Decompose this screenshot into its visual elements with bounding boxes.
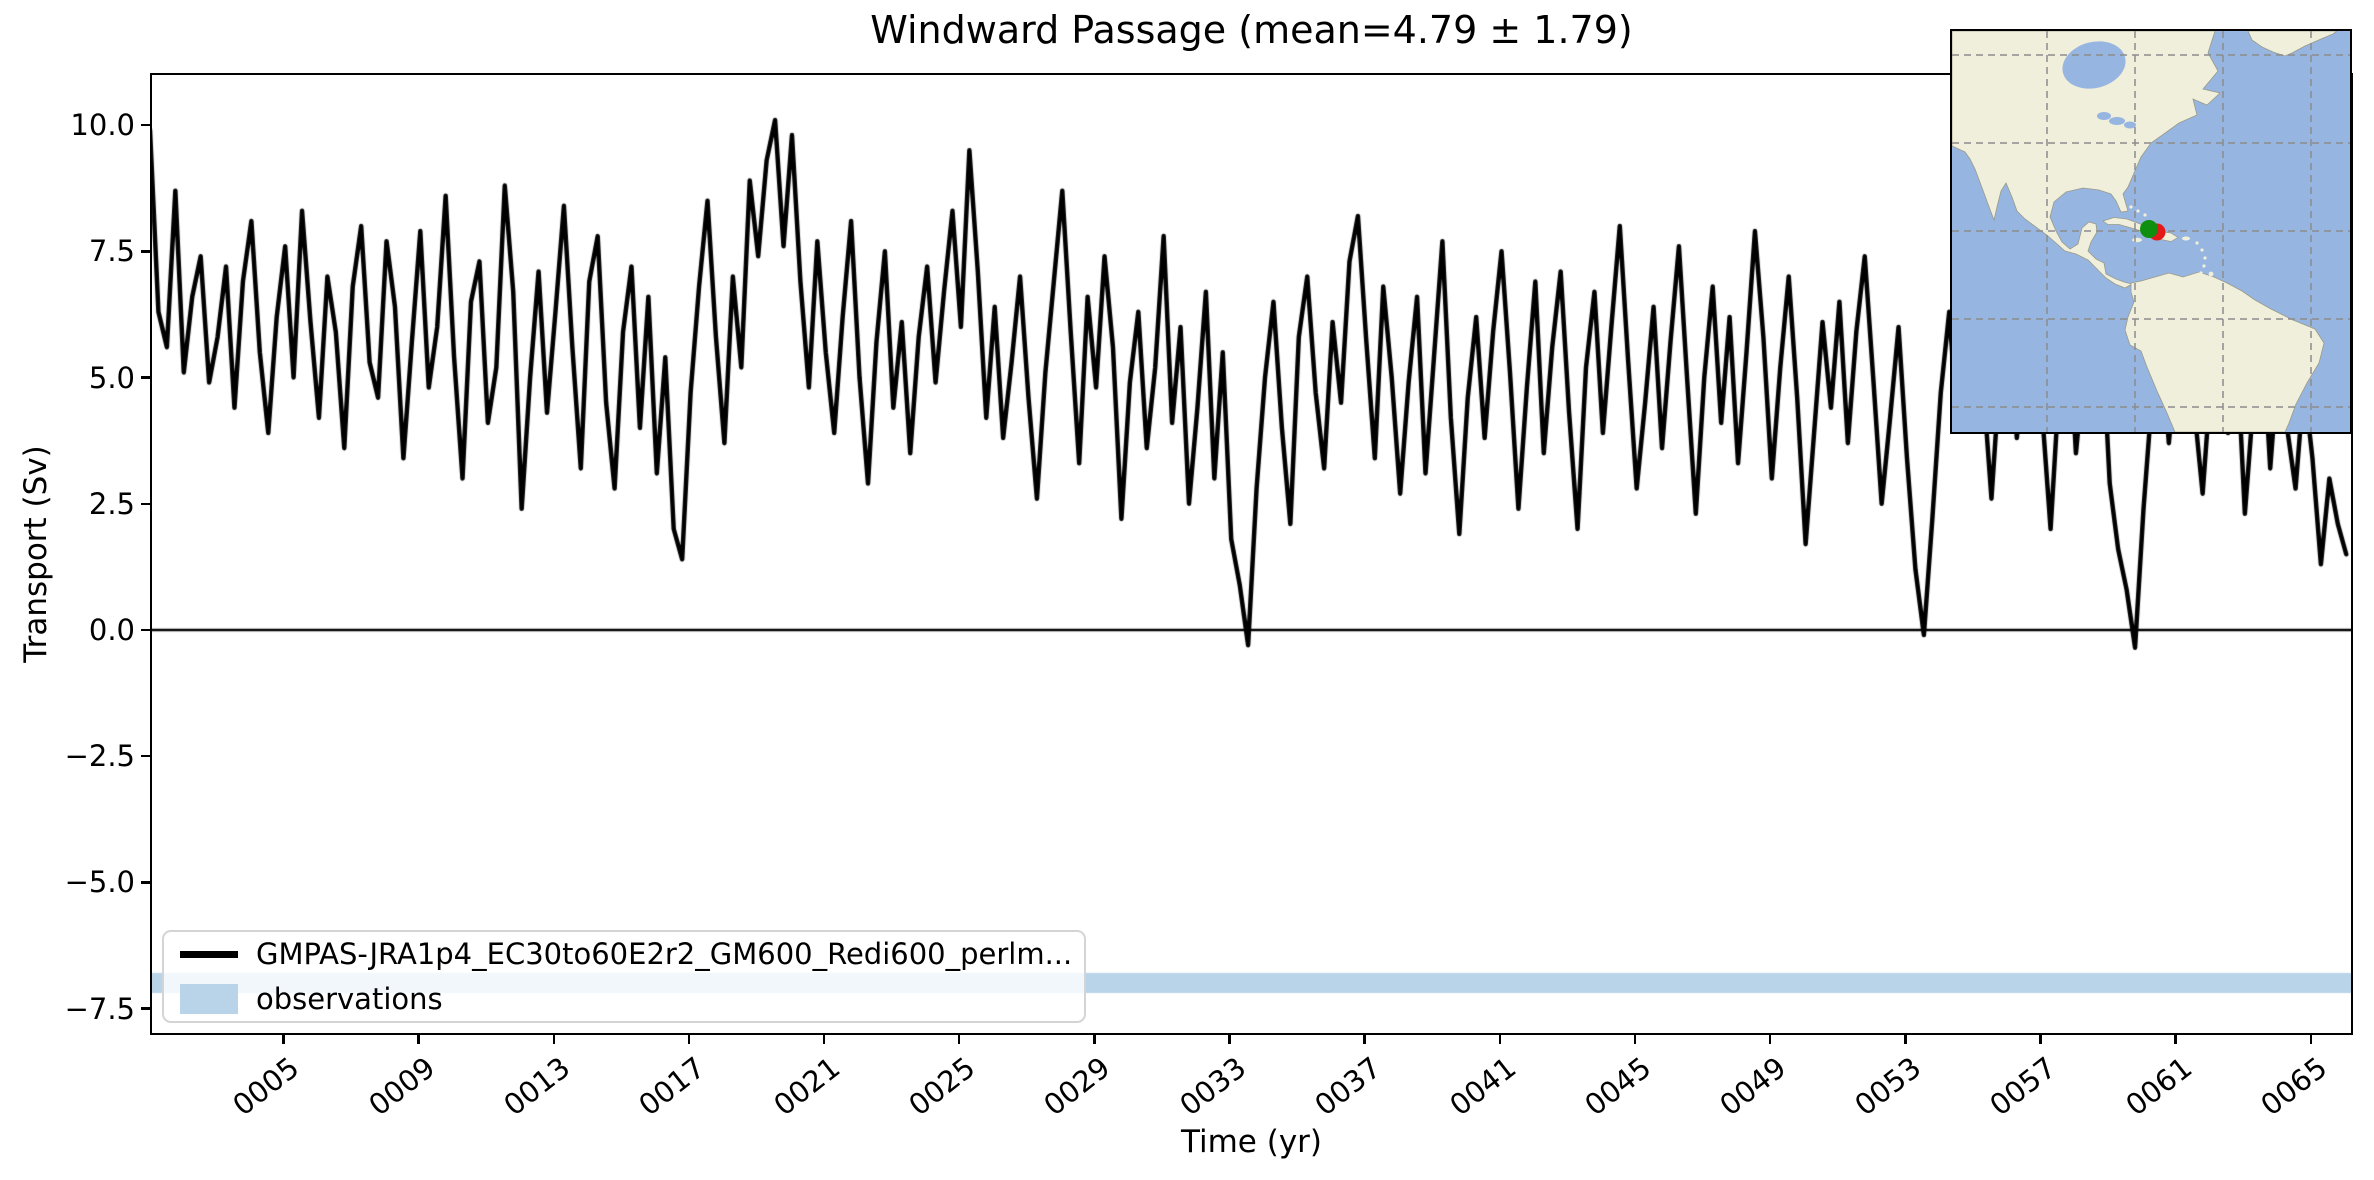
x-tick-label: 0009: [361, 1050, 441, 1123]
x-tick-label: 0049: [1713, 1050, 1793, 1123]
great-lakes-center: [2109, 117, 2125, 125]
x-tick-mark: [1633, 1035, 1637, 1044]
x-tick-mark: [687, 1035, 691, 1044]
inset-map-svg: [1951, 30, 2350, 433]
y-tick-label: −5.0: [64, 865, 135, 900]
x-tick-label: 0017: [632, 1050, 712, 1123]
x-tick-label: 0033: [1172, 1050, 1252, 1123]
legend-line-swatch: [180, 950, 238, 958]
lesser-antilles-islands: [2195, 241, 2214, 277]
x-tick-mark: [1768, 1035, 1772, 1044]
south-america-landmass: [2124, 271, 2325, 433]
x-tick-label: 0057: [1983, 1050, 2063, 1123]
y-tick-label: −2.5: [64, 739, 135, 774]
x-tick-mark: [822, 1035, 826, 1044]
x-tick-mark: [1093, 1035, 1096, 1044]
legend-entry-observations: observations: [164, 977, 1084, 1021]
y-tick-mark: [141, 123, 150, 127]
inset-map: [1950, 29, 2352, 434]
great-lakes-west: [2097, 112, 2111, 120]
x-tick-mark: [957, 1035, 961, 1044]
x-tick-label: 0025: [902, 1050, 982, 1123]
x-tick-mark: [1498, 1035, 1502, 1044]
x-tick-label: 0029: [1037, 1050, 1117, 1123]
y-tick-label: −7.5: [64, 991, 135, 1026]
y-tick-mark: [141, 881, 150, 884]
legend-entry-model: GMPAS-JRA1p4_EC30to60E2r2_GM600_Redi600_…: [164, 932, 1084, 976]
x-tick-mark: [1228, 1035, 1231, 1044]
x-tick-label: 0005: [226, 1050, 306, 1123]
x-tick-label: 0061: [2118, 1050, 2198, 1123]
y-tick-label: 2.5: [88, 486, 135, 521]
x-tick-label: 0041: [1443, 1050, 1523, 1123]
x-tick-label: 0021: [767, 1050, 847, 1123]
y-tick-mark: [141, 1007, 150, 1010]
x-tick-mark: [1904, 1035, 1907, 1044]
x-tick-mark: [2309, 1035, 2312, 1044]
y-tick-mark: [141, 376, 150, 379]
x-tick-label: 0053: [1848, 1050, 1928, 1123]
y-tick-label: 5.0: [88, 360, 135, 395]
x-tick-label: 0037: [1307, 1050, 1388, 1123]
y-tick-label: 10.0: [70, 108, 135, 142]
y-tick-mark: [141, 250, 150, 253]
greenland-landmass: [2247, 30, 2339, 57]
hudson-bay: [2062, 41, 2126, 89]
x-tick-mark: [417, 1035, 420, 1044]
legend-box: GMPAS-JRA1p4_EC30to60E2r2_GM600_Redi600_…: [162, 930, 1086, 1023]
x-tick-mark: [282, 1035, 285, 1044]
north-america-landmass: [1951, 30, 2221, 289]
y-tick-label: 0.0: [88, 613, 135, 647]
jamaica-island: [2132, 237, 2142, 243]
y-axis-label: Transport (Sv): [18, 445, 54, 663]
x-tick-mark: [1363, 1035, 1366, 1044]
x-tick-mark: [552, 1035, 556, 1044]
y-tick-mark: [141, 502, 150, 505]
x-tick-label: 0013: [496, 1050, 577, 1123]
x-tick-label: 0045: [1578, 1050, 1658, 1123]
marker-green-dot: [2140, 220, 2158, 238]
y-tick-label: 7.5: [88, 234, 135, 269]
chart-title: Windward Passage (mean=4.79 ± 1.79): [870, 8, 1633, 52]
legend-patch-swatch: [180, 983, 238, 1014]
legend-label-observations: observations: [256, 981, 443, 1016]
map-graticule: [1952, 31, 2350, 432]
x-tick-label: 0065: [2253, 1050, 2334, 1123]
bahamas-islands: [2129, 205, 2147, 217]
x-tick-mark: [2174, 1035, 2177, 1044]
y-tick-mark: [141, 754, 150, 758]
x-axis-label: Time (yr): [1181, 1124, 1322, 1160]
legend-label-model: GMPAS-JRA1p4_EC30to60E2r2_GM600_Redi600_…: [256, 937, 1073, 972]
puerto-rico-island: [2182, 236, 2190, 241]
y-tick-mark: [141, 628, 150, 632]
great-lakes-east: [2124, 121, 2136, 129]
x-tick-mark: [2039, 1035, 2042, 1044]
